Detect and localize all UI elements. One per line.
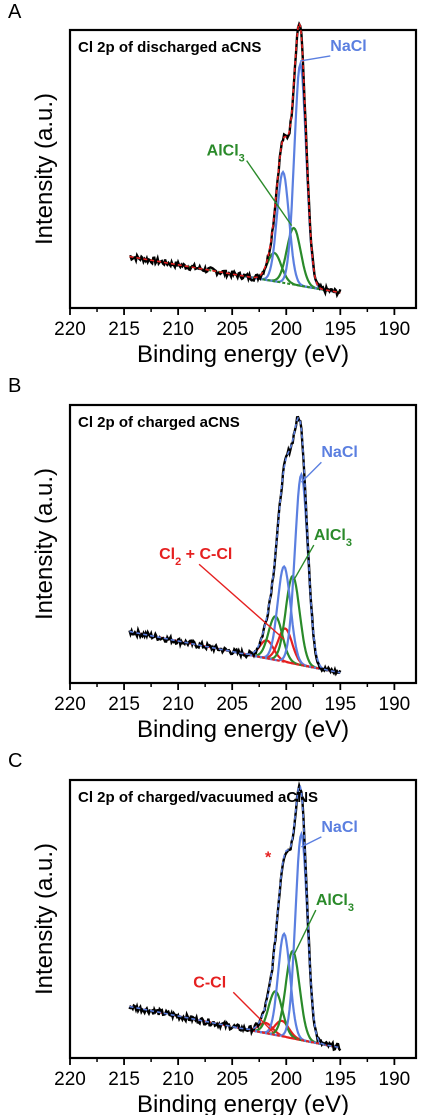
chart-title: Cl 2p of charged/vacuumed aCNS (78, 789, 318, 806)
fit-envelope-line (129, 784, 341, 1049)
chart-panel-A: A Cl 2p of discharged aCNS 220 215 210 205 200… (8, 1, 418, 368)
panel-label: C (8, 750, 22, 772)
annotation-label: AlCl3 (316, 892, 354, 914)
x-tick-label: 200 (270, 694, 302, 715)
annotation-leader-line (232, 991, 274, 1033)
x-tick-label: 215 (108, 1069, 140, 1090)
x-tick-label: 195 (324, 319, 356, 340)
annotation-leader-line (293, 909, 317, 956)
x-tick-label: 210 (162, 1069, 194, 1090)
x-axis-label: Binding energy (eV) (137, 716, 349, 743)
x-tick-label: 190 (379, 319, 411, 340)
x-tick-label: 210 (162, 319, 194, 340)
x-tick-label: 195 (324, 694, 356, 715)
y-axis-label: Intensity (a.u.) (31, 93, 58, 245)
x-axis-label: Binding energy (eV) (137, 1091, 349, 1115)
y-axis-label: Intensity (a.u.) (31, 468, 58, 620)
x-tick-label: 210 (162, 694, 194, 715)
y-axis-label: Intensity (a.u.) (31, 843, 58, 995)
annotation-label: C-Cl (193, 974, 226, 991)
annotation-label: Cl2 + C-Cl (159, 546, 232, 568)
x-tick-label: 190 (379, 1069, 411, 1090)
panel-label: A (8, 1, 22, 23)
annotation-label: AlCl3 (207, 143, 245, 165)
x-tick-label: 200 (270, 319, 302, 340)
annotation-label: * (265, 849, 272, 866)
annotation-label: AlCl3 (314, 527, 352, 549)
fit-envelope-line (129, 416, 341, 674)
x-tick-label: 200 (270, 1069, 302, 1090)
annotation-label: NaCl (321, 819, 357, 836)
annotation-leader-line (293, 544, 315, 581)
plot-frame (68, 28, 418, 310)
chart-panel-C: C Cl 2p of charged/vacuumed aCNS 220 215 210… (8, 750, 418, 1115)
annotation-leader-line (300, 461, 322, 483)
x-tick-label: 205 (216, 1069, 248, 1090)
annotation-leader-line (246, 160, 293, 227)
x-tick-label: 190 (379, 694, 411, 715)
annotation-label: NaCl (321, 444, 357, 461)
annotation-leader-line (301, 836, 322, 848)
annotation-leader-line (198, 563, 285, 640)
plot-frame (68, 403, 418, 685)
panel-label: B (8, 375, 21, 397)
annotation-label: NaCl (330, 38, 366, 55)
chart-panel-B: B Cl 2p of charged aCNS 220 215 210 205 200 195… (8, 375, 418, 743)
chart-title: Cl 2p of charged aCNS (78, 414, 240, 431)
measured-data-line (128, 415, 342, 677)
annotation-leader-line (300, 55, 331, 62)
x-axis-label: Binding energy (eV) (137, 341, 349, 368)
x-tick-label: 215 (108, 694, 140, 715)
measured-data-line (128, 781, 342, 1052)
x-tick-label: 215 (108, 319, 140, 340)
x-tick-label: 220 (54, 694, 86, 715)
x-tick-label: 220 (54, 319, 86, 340)
x-tick-label: 205 (216, 694, 248, 715)
fit-envelope-line (129, 20, 341, 294)
x-tick-label: 195 (324, 1069, 356, 1090)
x-tick-label: 220 (54, 1069, 86, 1090)
x-tick-label: 205 (216, 319, 248, 340)
plot-frame (68, 778, 418, 1060)
chart-title: Cl 2p of discharged aCNS (78, 39, 261, 56)
